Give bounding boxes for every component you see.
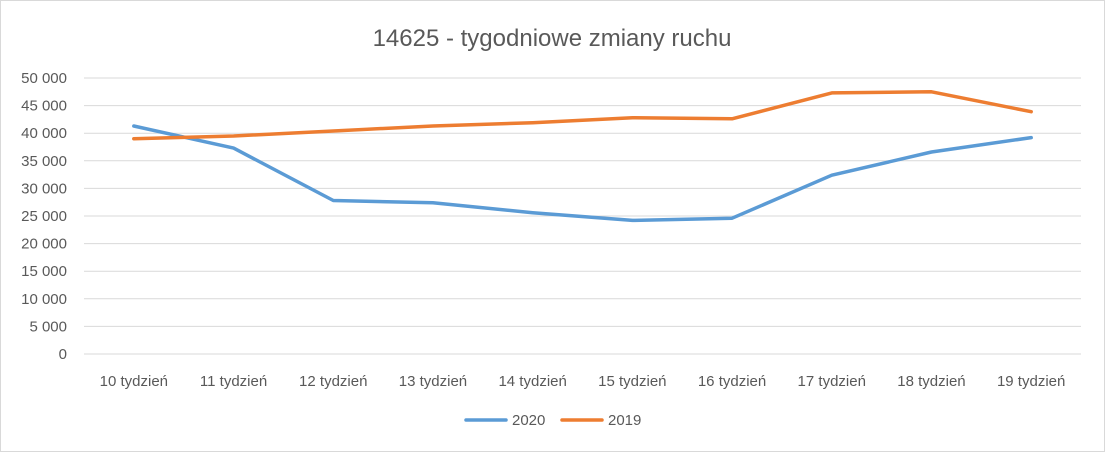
gridlines: [84, 77, 1081, 355]
x-tick-label: 14 tydzień: [498, 373, 566, 390]
y-tick-label: 15 000: [21, 263, 67, 280]
legend-label-2020: 2020: [512, 412, 545, 429]
y-tick-label: 50 000: [21, 70, 67, 87]
x-tick-label: 18 tydzień: [897, 373, 965, 390]
y-tick-label: 20 000: [21, 236, 67, 253]
y-tick-label: 5 000: [29, 318, 67, 335]
legend: 2020 2019: [464, 412, 641, 429]
x-tick-label: 15 tydzień: [598, 373, 666, 390]
y-tick-label: 40 000: [21, 125, 67, 142]
x-tick-label: 10 tydzień: [100, 373, 168, 390]
y-tick-label: 35 000: [21, 153, 67, 170]
y-tick-label: 45 000: [21, 98, 67, 115]
x-tick-label: 16 tydzień: [698, 373, 766, 390]
y-tick-label: 0: [59, 346, 67, 363]
y-tick-label: 30 000: [21, 180, 67, 197]
x-tick-label: 11 tydzień: [200, 373, 267, 390]
y-axis-ticks: 0 5 000 10 000 15 000 20 000 25 000 30 000 35 0…: [21, 70, 67, 363]
y-tick-label: 10 000: [21, 291, 67, 308]
series-line-2020: [132, 124, 1033, 223]
x-tick-label: 19 tydzień: [997, 373, 1065, 390]
y-tick-label: 25 000: [21, 208, 67, 225]
x-axis-ticks: 10 tydzień 11 tydzień 12 tydzień 13 tydzień…: [100, 373, 1066, 390]
chart-title: 14625 - tygodniowe zmiany ruchu: [373, 25, 732, 52]
series-lines: [132, 90, 1033, 223]
x-tick-label: 13 tydzień: [399, 373, 467, 390]
series-line-2019: [132, 90, 1033, 141]
x-tick-label: 17 tydzień: [798, 373, 866, 390]
x-tick-label: 12 tydzień: [299, 373, 367, 390]
legend-label-2019: 2019: [608, 412, 641, 429]
